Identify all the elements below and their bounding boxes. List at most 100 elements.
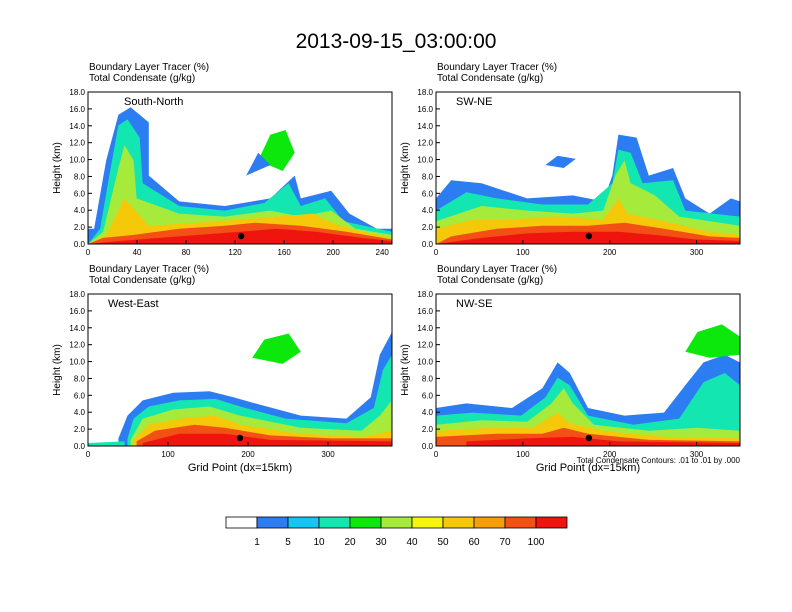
- y-axis-label: Height (km): [52, 344, 63, 396]
- colorbar-swatch: [225, 516, 258, 529]
- y-tick-label: 16.0: [417, 105, 433, 114]
- location-marker: [238, 232, 245, 240]
- y-tick-label: 6.0: [74, 189, 86, 198]
- y-tick-label: 0.0: [74, 442, 86, 451]
- colorbar-label: 1: [254, 537, 260, 548]
- colorbar-label: 30: [375, 537, 387, 548]
- x-tick-label: 200: [603, 248, 617, 257]
- colorbar-label: 10: [313, 537, 325, 548]
- x-tick-label: 0: [434, 450, 439, 459]
- y-tick-label: 14.0: [69, 324, 85, 333]
- colorbar-label: 20: [344, 537, 356, 548]
- y-axis-label: Height (km): [400, 142, 411, 194]
- location-marker: [236, 434, 244, 442]
- x-tick-label: 0: [86, 450, 91, 459]
- x-tick-label: 40: [133, 248, 142, 257]
- panel-2: 0.0 2.0 4.0 6.0 8.0 10.0 12.0 14.0 16.0 18.0 0 100 2…: [400, 88, 741, 257]
- y-tick-label: 12.0: [69, 341, 85, 350]
- tracer-field-shape: [545, 155, 576, 168]
- x-tick-label: 200: [603, 450, 617, 459]
- x-tick-label: 100: [516, 450, 530, 459]
- colorbar-swatch: [287, 516, 320, 529]
- panel-frame: [435, 293, 741, 447]
- y-tick-label: 10.0: [69, 358, 85, 367]
- tracer-field-shape: [685, 324, 740, 358]
- y-tick-label: 18.0: [69, 290, 85, 299]
- x-tick-label: 100: [161, 450, 175, 459]
- tracer-field-shape: [88, 441, 125, 446]
- y-tick-label: 16.0: [417, 307, 433, 316]
- x-tick-label: 160: [277, 248, 291, 257]
- x-tick-label: 0: [86, 248, 91, 257]
- y-tick-label: 12.0: [417, 139, 433, 148]
- contour-note: Total Condensate Contours: .01 to .01 by…: [577, 456, 741, 465]
- colorbar-swatch: [442, 516, 475, 529]
- x-tick-label: 300: [690, 450, 704, 459]
- y-tick-label: 0.0: [422, 240, 434, 249]
- colorbar-swatch: [349, 516, 382, 529]
- x-axis-label: Grid Point (dx=15km): [188, 462, 292, 474]
- colorbar-swatch: [256, 516, 289, 529]
- colorbar-swatch: [504, 516, 537, 529]
- y-tick-label: 16.0: [69, 307, 85, 316]
- y-tick-label: 18.0: [69, 88, 85, 97]
- y-tick-label: 2.0: [422, 223, 434, 232]
- y-tick-label: 2.0: [74, 425, 86, 434]
- location-marker: [585, 434, 593, 442]
- y-tick-label: 8.0: [74, 374, 86, 383]
- colorbar-swatch: [473, 516, 506, 529]
- x-tick-label: 100: [516, 248, 530, 257]
- y-tick-label: 8.0: [422, 374, 434, 383]
- y-tick-label: 16.0: [69, 105, 85, 114]
- y-tick-label: 12.0: [417, 341, 433, 350]
- y-tick-label: 6.0: [422, 391, 434, 400]
- y-tick-label: 12.0: [69, 139, 85, 148]
- panel-1-subtitle-2: Total Condensate (g/kg): [89, 73, 196, 84]
- x-tick-label: 300: [690, 248, 704, 257]
- colorbar-swatch: [535, 516, 568, 529]
- y-axis-label: Height (km): [400, 344, 411, 396]
- y-tick-label: 4.0: [74, 206, 86, 215]
- y-tick-label: 2.0: [422, 425, 434, 434]
- y-tick-label: 18.0: [417, 88, 433, 97]
- panel-3: 0.0 2.0 4.0 6.0 8.0 10.0 12.0 14.0 16.0 18.0 0 100 2…: [52, 290, 393, 474]
- location-marker: [585, 232, 593, 240]
- x-axis-label: Grid Point (dx=15km): [536, 462, 640, 474]
- y-tick-label: 4.0: [422, 206, 434, 215]
- panel-frame: [435, 91, 741, 245]
- x-tick-label: 0: [434, 248, 439, 257]
- panel-1-subtitle-1: Boundary Layer Tracer (%): [89, 62, 210, 73]
- section-direction-label: NW-SE: [456, 298, 492, 310]
- colorbar-swatch: [380, 516, 413, 529]
- y-tick-label: 10.0: [417, 156, 433, 165]
- section-direction-label: SW-NE: [456, 96, 492, 108]
- y-tick-label: 14.0: [417, 324, 433, 333]
- figure-title: 2013-09-15_03:00:00: [295, 30, 497, 53]
- y-tick-label: 0.0: [74, 240, 86, 249]
- y-tick-label: 18.0: [417, 290, 433, 299]
- panel-frame: [87, 293, 393, 447]
- y-tick-label: 14.0: [69, 122, 85, 131]
- y-tick-label: 8.0: [74, 172, 86, 181]
- y-tick-label: 10.0: [417, 358, 433, 367]
- colorbar-label: 40: [406, 537, 418, 548]
- panel-4: 0.0 2.0 4.0 6.0 8.0 10.0 12.0 14.0 16.0 18.0 0 100 2…: [400, 290, 741, 474]
- panel-1: 0.0 2.0 4.0 6.0 8.0 10.0 12.0 14.0 16.0 18.0 0 40 80…: [52, 88, 393, 257]
- panel-2-subtitle-2: Total Condensate (g/kg): [437, 73, 544, 84]
- colorbar-label: 50: [437, 537, 449, 548]
- panels: 0.0 2.0 4.0 6.0 8.0 10.0 12.0 14.0 16.0 18.0 0 40 80…: [52, 88, 741, 474]
- y-tick-label: 14.0: [417, 122, 433, 131]
- section-direction-label: West-East: [108, 298, 159, 310]
- colorbar: 1 5 10 20 30 40 50 60 70 100: [225, 516, 568, 548]
- x-tick-label: 200: [326, 248, 340, 257]
- y-tick-label: 0.0: [422, 442, 434, 451]
- panel-4-subtitle-1: Boundary Layer Tracer (%): [437, 264, 558, 275]
- panel-3-subtitle-1: Boundary Layer Tracer (%): [89, 264, 210, 275]
- y-tick-label: 10.0: [69, 156, 85, 165]
- y-tick-label: 6.0: [422, 189, 434, 198]
- colorbar-swatch: [411, 516, 444, 529]
- x-tick-label: 80: [182, 248, 191, 257]
- x-tick-label: 120: [228, 248, 242, 257]
- colorbar-swatch: [318, 516, 351, 529]
